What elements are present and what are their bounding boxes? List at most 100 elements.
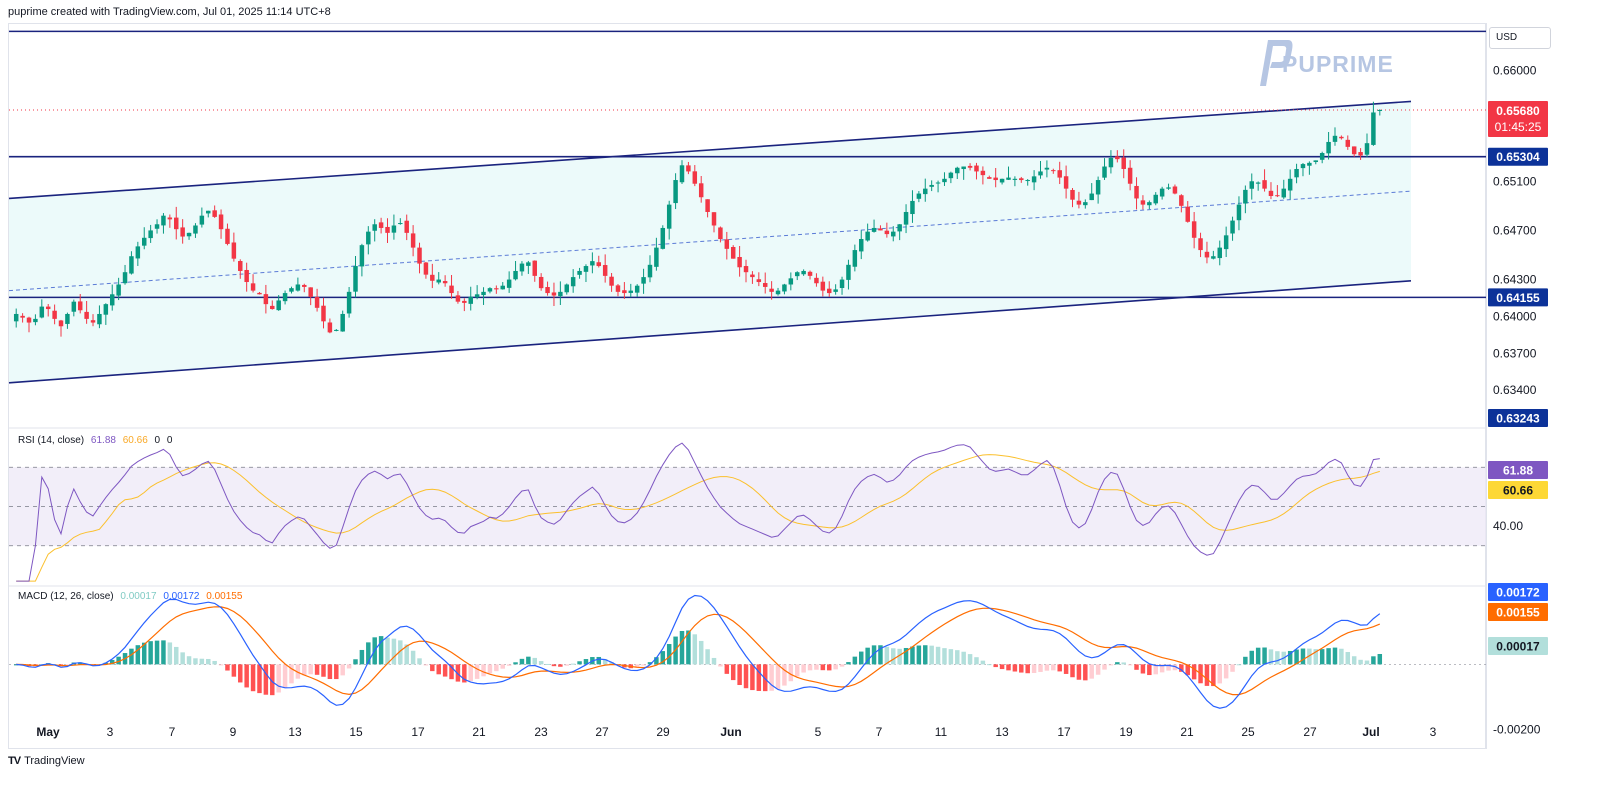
rsi-ma-value-badge-bg	[1488, 481, 1548, 499]
candle-body	[65, 313, 70, 324]
candle-body	[948, 172, 954, 179]
macd-legend-name: MACD (12, 26, close)	[18, 591, 114, 602]
macd-histogram-bar	[807, 664, 813, 671]
macd-histogram-bar	[404, 644, 409, 665]
macd-histogram-bar	[474, 664, 480, 679]
macd-histogram-bar	[302, 664, 307, 676]
price-axis-tick-label: 0.66000	[1493, 64, 1537, 78]
candle-body	[961, 166, 966, 170]
candle-body	[724, 239, 730, 249]
candle-body	[1294, 168, 1299, 178]
macd-histogram-bar	[839, 664, 845, 667]
candle-body	[769, 288, 774, 292]
macd-histogram-bar	[398, 640, 403, 665]
time-axis-tick-label: 29	[656, 725, 670, 739]
candle-body	[1377, 110, 1383, 112]
macd-histogram-bar	[769, 664, 774, 691]
tradingview-footer[interactable]: TV TradingView	[8, 755, 85, 767]
candle-body	[282, 293, 288, 302]
level-badge-upper: 0.65304	[1496, 150, 1540, 164]
candle-body	[186, 232, 192, 237]
macd-histogram-bar	[129, 648, 134, 665]
candle-body	[1179, 195, 1184, 206]
candle-body	[455, 295, 461, 302]
macd-histogram-bar	[1121, 662, 1126, 665]
macd-histogram-bar	[199, 658, 205, 665]
time-axis-tick-label: 5	[815, 725, 822, 739]
macd-histogram-bar	[666, 644, 672, 665]
macd-histogram-bar	[378, 636, 384, 665]
candle-body	[1108, 157, 1114, 168]
macd-histogram-bar	[1102, 664, 1107, 670]
macd-histogram-bar	[436, 664, 441, 675]
candle-body	[366, 231, 371, 245]
macd-histogram-bar	[135, 645, 141, 665]
time-axis-tick-label: 17	[411, 725, 425, 739]
candle-body	[90, 320, 96, 323]
time-axis-tick-label: 23	[534, 725, 548, 739]
macd-histogram-bar	[942, 648, 947, 665]
macd-histogram-bar	[180, 652, 185, 665]
puprime-logo-mark	[1260, 40, 1293, 86]
candle-body	[1217, 247, 1222, 259]
macd-histogram-bar	[724, 664, 730, 674]
macd-histogram-bar	[141, 642, 147, 665]
chart-caption: puprime created with TradingView.com, Ju…	[8, 6, 331, 18]
currency-selector[interactable]: USD	[1489, 27, 1551, 49]
macd-histogram-bar	[698, 640, 704, 665]
candle-body	[1063, 176, 1069, 189]
candle-body	[538, 276, 544, 289]
candle-body	[334, 329, 339, 331]
candle-body	[910, 200, 915, 215]
candle-body	[987, 177, 992, 179]
candle-body	[1236, 204, 1242, 221]
macd-histogram-bar	[449, 664, 454, 680]
candle-body	[1057, 170, 1062, 178]
macd-histogram-bar	[948, 649, 954, 665]
macd-histogram-bar	[788, 664, 794, 682]
candle-body	[423, 262, 429, 275]
macd-histogram-bar	[212, 660, 217, 665]
candle-body	[295, 284, 301, 291]
macd-histogram-bar	[794, 664, 800, 677]
macd-histogram-bar	[1019, 664, 1024, 673]
macd-histogram-bar	[878, 645, 883, 665]
macd-histogram-bar	[340, 664, 345, 676]
candle-body	[1089, 193, 1094, 201]
macd-histogram-bar	[1294, 649, 1299, 665]
macd-histogram-bar	[814, 664, 819, 670]
macd-histogram-bar	[596, 656, 602, 665]
candle-body	[404, 220, 409, 233]
candle-body	[430, 274, 435, 281]
macd-histogram-bar	[1255, 647, 1261, 665]
macd-histogram-bar	[730, 664, 736, 681]
macd-histogram-bar	[1185, 664, 1190, 676]
level-badge-bottom-bg	[1488, 409, 1548, 427]
macd-histogram-bar	[1147, 664, 1152, 676]
candle-body	[1319, 153, 1325, 160]
candle-body	[206, 210, 211, 214]
candle-body	[1006, 177, 1011, 180]
candle-body	[1211, 256, 1216, 259]
macd-histogram-bar	[916, 645, 922, 665]
candle-body	[705, 199, 710, 212]
macd-value-badge-bg	[1488, 583, 1548, 601]
macd-histogram-bar	[1326, 648, 1331, 665]
time-axis-tick-label: Jun	[720, 725, 741, 739]
macd-histogram-bar	[77, 662, 83, 665]
candle-body	[839, 279, 845, 289]
macd-histogram-bar	[884, 646, 890, 665]
candle-body	[442, 281, 448, 284]
candle-body	[551, 292, 557, 296]
time-axis-tick-label: 3	[1430, 725, 1437, 739]
macd-histogram-bar	[641, 664, 646, 666]
rsi-legend-value: 61.88	[90, 435, 116, 446]
macd-histogram-bar	[327, 664, 333, 680]
macd-histogram-bar	[1262, 647, 1267, 665]
macd-histogram-bar	[929, 645, 934, 665]
candle-body	[884, 230, 890, 235]
macd-histogram-bar	[506, 664, 512, 666]
candle-body	[289, 288, 294, 292]
time-axis-tick-label: 11	[935, 725, 948, 739]
